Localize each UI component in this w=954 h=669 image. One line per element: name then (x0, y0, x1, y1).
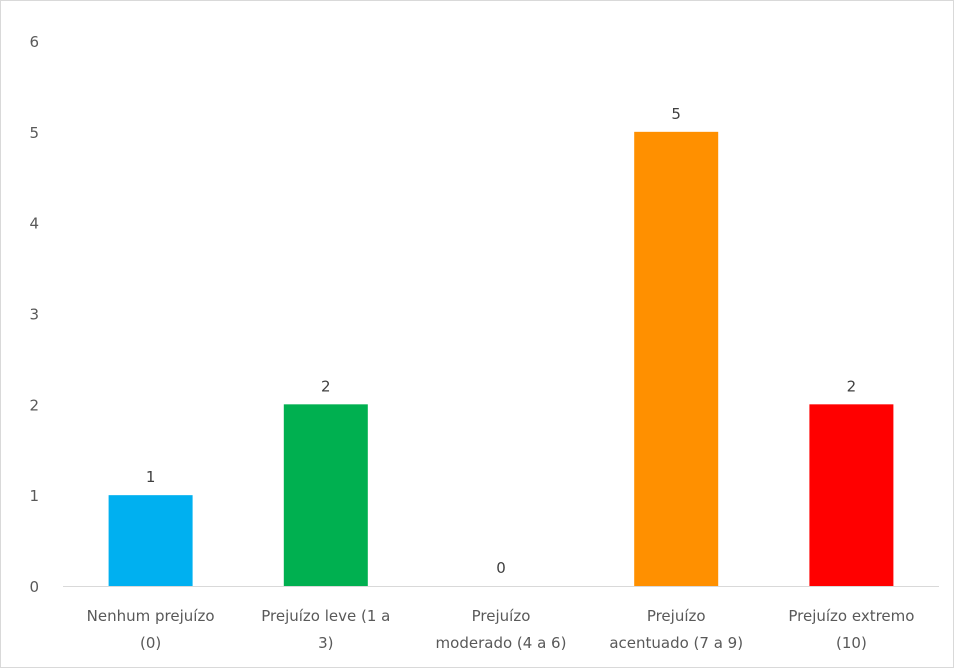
y-tick-label: 2 (29, 396, 39, 414)
x-category-label: (0) (140, 634, 161, 652)
y-tick-label: 3 (29, 306, 39, 324)
bar (634, 131, 719, 587)
y-tick-label: 1 (29, 487, 39, 505)
data-labels: 1 2 0 5 2 (146, 105, 856, 577)
data-label: 0 (496, 559, 506, 577)
y-tick-label: 5 (29, 124, 39, 142)
data-label: 2 (847, 377, 857, 395)
x-category-label: Prejuízo (472, 607, 531, 625)
bar (809, 404, 894, 586)
x-category-label: Nenhum prejuízo (87, 607, 215, 625)
y-axis-ticks: 0 1 2 3 4 5 6 (29, 33, 39, 596)
data-label: 5 (671, 105, 681, 123)
y-tick-label: 0 (29, 578, 39, 596)
x-category-label: Prejuízo extremo (788, 607, 914, 625)
data-label: 2 (321, 377, 331, 395)
x-category-label: moderado (4 a 6) (436, 634, 567, 652)
x-category-label: Prejuízo (647, 607, 706, 625)
x-category-label: acentuado (7 a 9) (609, 634, 743, 652)
x-category-label: 3) (318, 634, 333, 652)
x-category-label: Prejuízo leve (1 a (261, 607, 390, 625)
data-label: 1 (146, 468, 156, 486)
y-tick-label: 6 (29, 33, 39, 51)
x-axis-categories: Nenhum prejuízo (0) Prejuízo leve (1 a 3) Pr… (87, 607, 915, 652)
bar (108, 495, 193, 586)
bar (283, 404, 368, 586)
y-tick-label: 4 (29, 215, 39, 233)
bars (108, 131, 894, 587)
x-category-label: (10) (836, 634, 867, 652)
